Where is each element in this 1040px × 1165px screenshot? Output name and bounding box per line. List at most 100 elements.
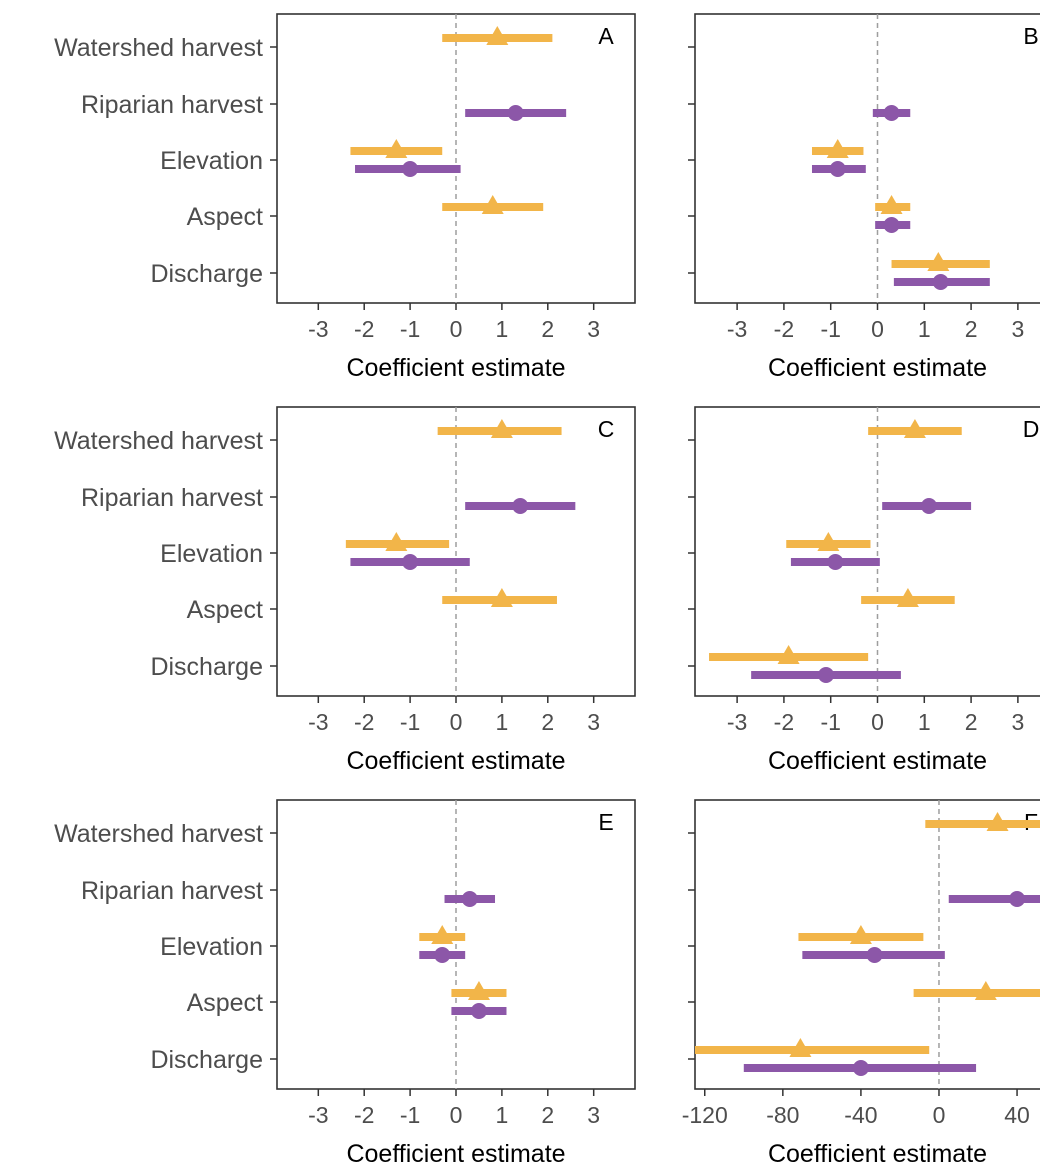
triangle-point-estimate [481,195,504,214]
x-tick-label: 2 [541,709,554,735]
category-label: Watershed harvest [54,34,263,62]
triangle-point-estimate [486,26,509,45]
x-tick-label: 2 [541,1102,554,1128]
category-label: Riparian harvest [81,877,263,905]
panel-e: Watershed harvest Riparian harvest Elevati… [54,799,636,1165]
x-tick-label: -3 [308,316,328,342]
x-tick-label: 1 [918,709,931,735]
panel-letter: C [598,416,615,442]
category-label: Discharge [150,1046,263,1074]
circle-point-estimate [932,274,949,290]
x-tick-label: 1 [495,316,508,342]
x-tick-label: 0 [450,709,463,735]
x-tick-label: -3 [308,1102,328,1128]
x-tick-label: -1 [400,709,420,735]
category-label: Elevation [160,933,263,961]
x-tick-label: 0 [871,316,884,342]
triangle-point-estimate [490,588,513,607]
panel-letter: B [1023,23,1038,49]
x-tick-label: 1 [918,316,931,342]
triangle-point-estimate [431,925,454,944]
circle-point-estimate [852,1060,869,1076]
panel-data [811,105,990,290]
triangle-point-estimate [927,252,950,271]
triangle-point-estimate [986,812,1009,831]
category-label: Discharge [150,260,263,288]
category-label: Discharge [150,653,263,681]
panel-b: -3 -2 -1 0 1 2 3 Coefficient estimate B [688,13,1040,382]
triangle-point-estimate [880,195,903,214]
panel-letter: A [598,23,614,49]
circle-point-estimate [1009,891,1026,907]
category-label: Riparian harvest [81,484,263,512]
triangle-point-estimate [903,419,926,438]
x-tick-label: -3 [727,316,747,342]
x-tick-label: 0 [933,1102,946,1128]
circle-point-estimate [434,947,451,963]
panel-d: -3 -2 -1 0 1 2 3 Coefficient estimate D [688,406,1040,775]
x-tick-label: -2 [354,316,374,342]
circle-point-estimate [512,498,529,514]
category-label: Elevation [160,540,263,568]
x-tick-label: 0 [450,1102,463,1128]
panel-letter: D [1023,416,1040,442]
x-axis-title: Coefficient estimate [768,747,987,775]
triangle-point-estimate [385,139,408,158]
x-tick-label: -1 [400,1102,420,1128]
circle-point-estimate [866,947,883,963]
x-tick-label: 3 [587,709,600,735]
x-tick-label: 2 [965,316,978,342]
x-tick-label: -1 [820,709,840,735]
panel-frame [694,406,1040,697]
panel-data [345,419,576,607]
panel-c: Watershed harvest Riparian harvest Elevati… [54,406,636,775]
category-label: Aspect [187,596,263,624]
panel-data [709,419,972,683]
category-label: Watershed harvest [54,427,263,455]
x-tick-label: 40 [1004,1102,1030,1128]
x-tick-label: 3 [1011,709,1024,735]
circle-point-estimate [827,554,844,570]
x-axis-title: Coefficient estimate [768,354,987,382]
circle-point-estimate [883,217,900,233]
circle-point-estimate [818,667,835,683]
x-tick-label: -1 [400,316,420,342]
triangle-point-estimate [974,981,997,1000]
x-tick-label: 2 [541,316,554,342]
triangle-point-estimate [849,925,872,944]
category-label: Aspect [187,989,263,1017]
x-tick-label: 1 [495,1102,508,1128]
x-tick-label: 3 [1011,316,1024,342]
triangle-point-estimate [789,1038,812,1057]
x-tick-label: -80 [766,1102,799,1128]
category-label: Elevation [160,147,263,175]
triangle-point-estimate [385,532,408,551]
panel-data [419,891,507,1019]
x-tick-label: 0 [871,709,884,735]
triangle-point-estimate [777,645,800,664]
panel-frame [694,799,1040,1090]
triangle-point-estimate [490,419,513,438]
x-tick-label: -2 [774,709,794,735]
panel-letter: E [598,809,613,835]
x-tick-label: -40 [844,1102,877,1128]
x-tick-label: -1 [820,316,840,342]
triangle-point-estimate [896,588,919,607]
x-tick-label: -3 [308,709,328,735]
circle-point-estimate [507,105,524,121]
x-tick-label: -2 [354,1102,374,1128]
triangle-point-estimate [817,532,840,551]
panel-data [350,26,567,214]
circle-point-estimate [883,105,900,121]
circle-point-estimate [402,161,419,177]
panel-a: Watershed harvest Riparian harvest Elevati… [54,13,636,382]
x-tick-label: -2 [354,709,374,735]
x-tick-label: -2 [774,316,794,342]
x-axis-title: Coefficient estimate [346,747,565,775]
circle-point-estimate [470,1003,487,1019]
x-tick-label: 0 [450,316,463,342]
triangle-point-estimate [467,981,490,1000]
x-tick-label: -3 [727,709,747,735]
